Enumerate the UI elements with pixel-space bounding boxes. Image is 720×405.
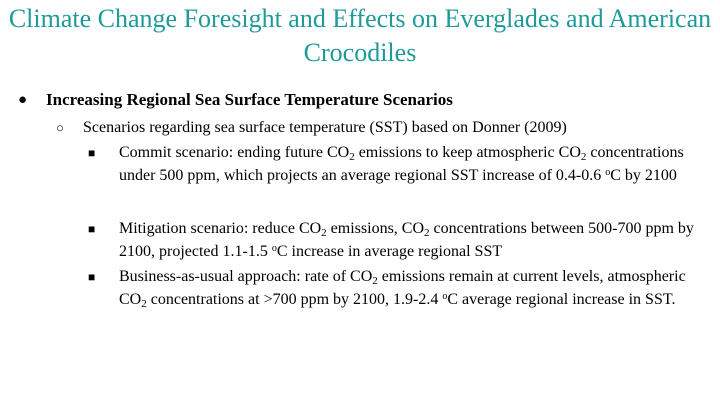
- bullet-level2-text: Scenarios regarding sea surface temperat…: [83, 119, 567, 136]
- mitigation-scenario-text: Mitigation scenario: reduce CO2 emission…: [119, 220, 694, 260]
- square-bullet-icon: ■: [88, 270, 96, 284]
- commit-scenario-text: Commit scenario: ending future CO2 emiss…: [119, 144, 684, 184]
- square-bullet-icon: ■: [88, 222, 96, 236]
- slide-title: Climate Change Foresight and Effects on …: [8, 4, 712, 67]
- square-bullet-icon: ■: [88, 146, 96, 160]
- filled-circle-bullet-icon: ●: [18, 92, 28, 108]
- hollow-circle-bullet-icon: ○: [56, 120, 64, 135]
- bullet-level1-text: Increasing Regional Sea Surface Temperat…: [46, 90, 453, 109]
- business-as-usual-text: Business-as-usual approach: rate of CO2 …: [119, 268, 686, 310]
